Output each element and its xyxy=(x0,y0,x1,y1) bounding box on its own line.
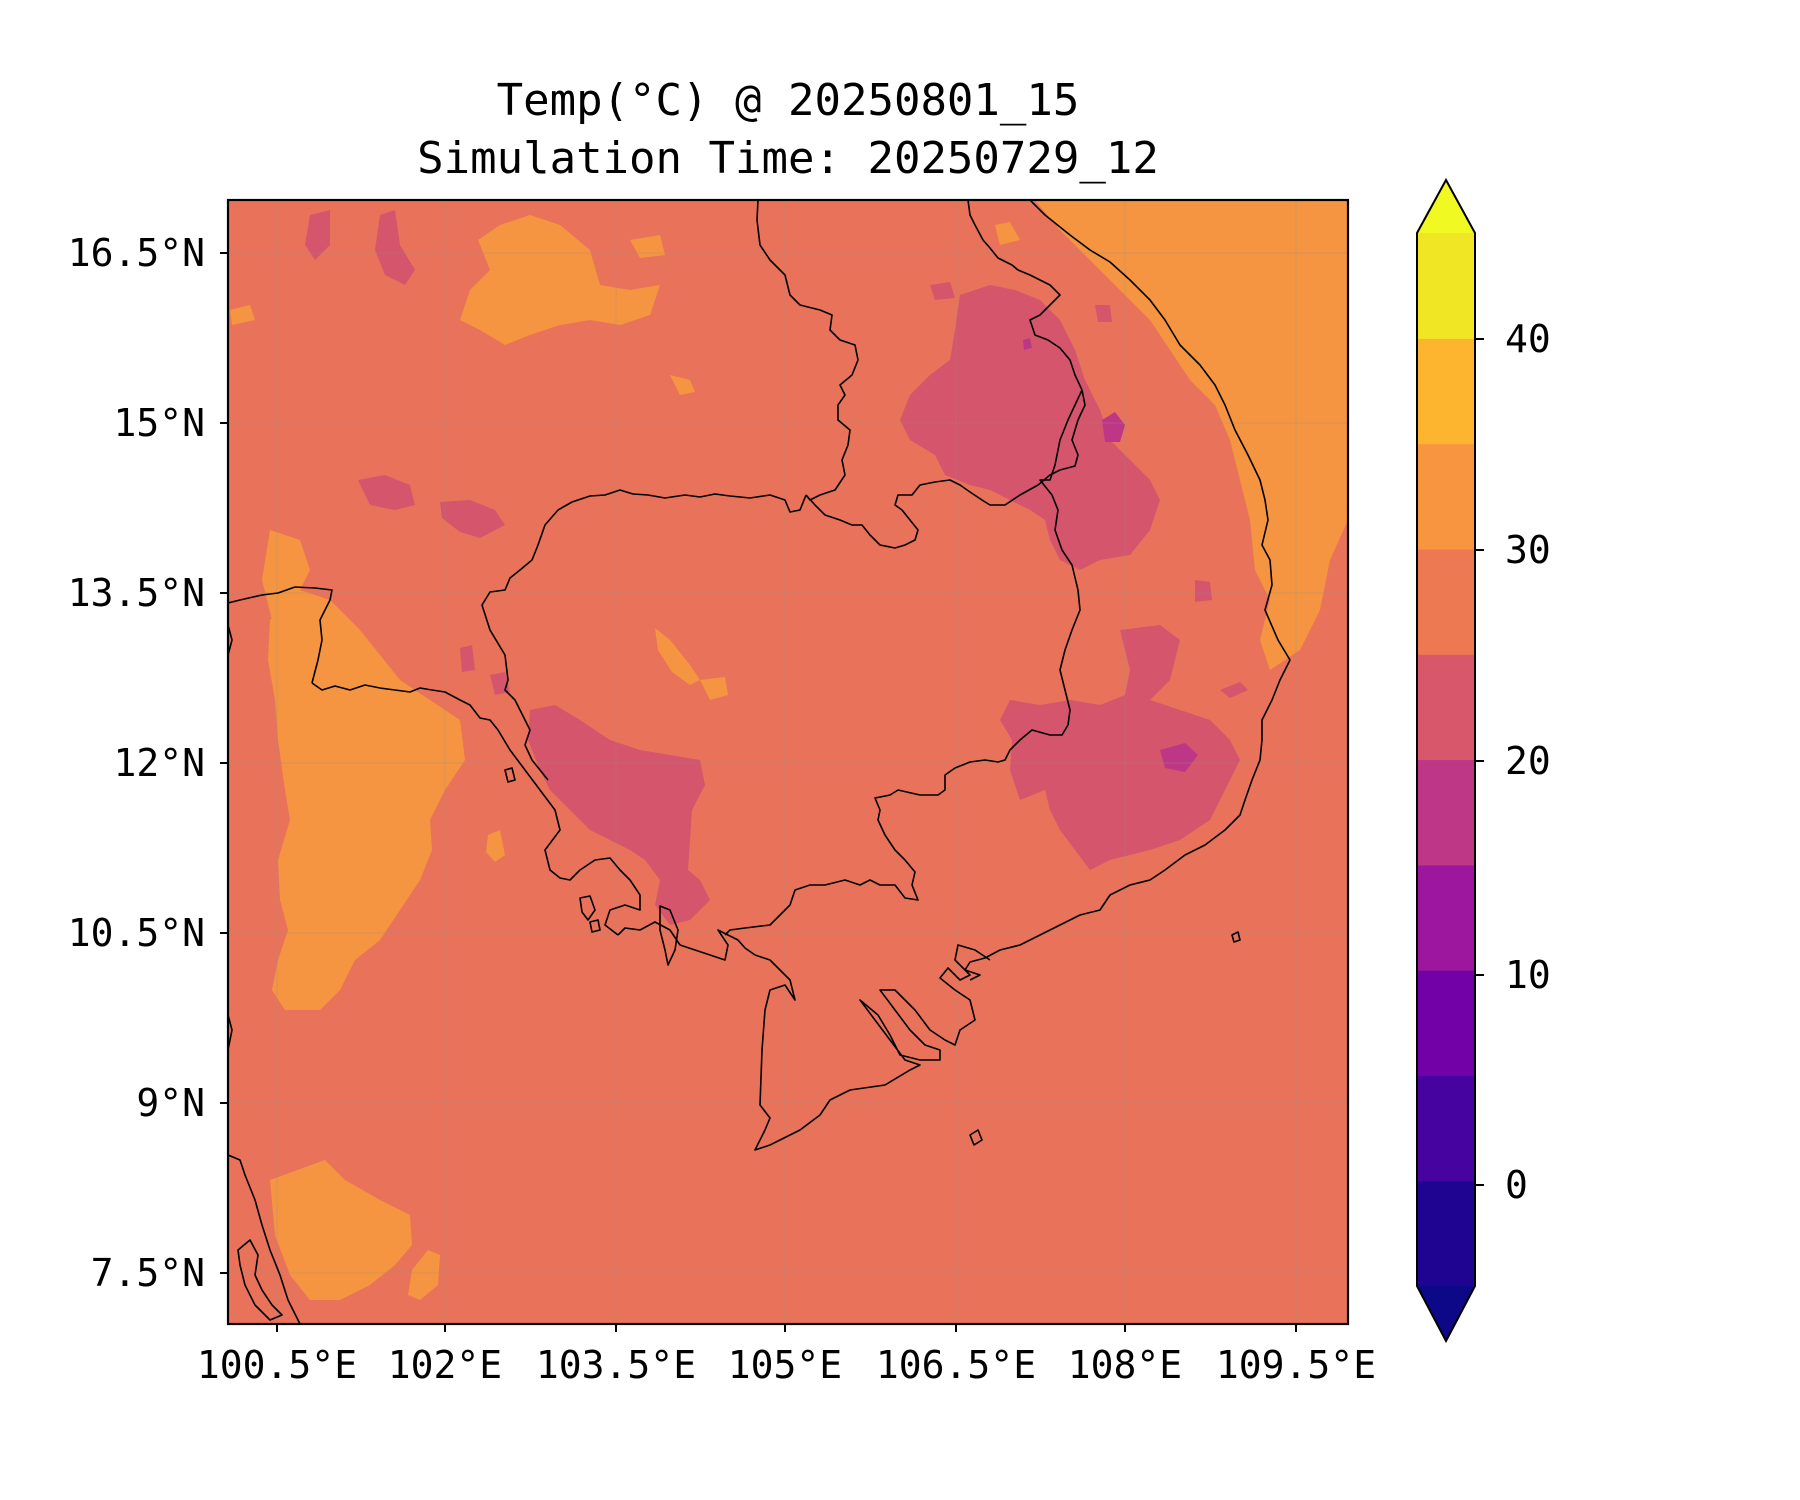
x-tick-label: 100.5°E xyxy=(197,1343,357,1387)
colorbar-tick-marks xyxy=(1475,338,1484,1186)
colorbar-segment xyxy=(1417,548,1475,655)
cool-area-spot-6 xyxy=(1095,305,1112,322)
colorbar-segment xyxy=(1417,338,1475,445)
warm-area-northwest xyxy=(460,215,660,345)
colorbar-segment xyxy=(1417,970,1475,1076)
colorbar-segment xyxy=(1417,443,1475,550)
colorbar-segments xyxy=(1417,233,1475,1287)
warm-area-gulf-island xyxy=(486,830,505,862)
cold-spot-small xyxy=(1023,338,1032,350)
cool-area-central-highlands-north xyxy=(900,285,1160,570)
warm-area-cambodia-spot xyxy=(700,677,728,700)
cold-spots-15-20 xyxy=(1023,338,1198,772)
y-axis-tick-labels: 16.5°N 15°N 13.5°N 12°N 10.5°N 9°N 7.5°N xyxy=(68,231,205,1295)
y-tick-label: 15°N xyxy=(113,401,205,445)
cool-area-spot-5 xyxy=(1220,682,1248,698)
y-tick-label: 9°N xyxy=(136,1081,205,1125)
y-tick-label: 16.5°N xyxy=(68,231,205,275)
colorbar-segment xyxy=(1417,1180,1475,1287)
cool-area-north-2 xyxy=(375,210,415,285)
warm-area-south-island xyxy=(408,1250,440,1300)
warm-area-northeast-spot xyxy=(995,222,1020,245)
cool-area-thai-2 xyxy=(440,500,505,538)
map-title-line1: Temp(°C) @ 20250801_15 xyxy=(496,75,1080,126)
colorbar-segment xyxy=(1417,864,1475,971)
y-tick-label: 13.5°N xyxy=(68,571,205,615)
warm-area-south-west xyxy=(270,1160,412,1300)
cold-spot-highlands-north xyxy=(1102,412,1125,442)
coastline-west-edge xyxy=(228,624,233,656)
warm-area-small-1 xyxy=(670,375,695,395)
border-cambodia-vietnam xyxy=(724,389,1083,936)
coastline-cambodia-thai xyxy=(311,682,641,936)
warm-area-coast-north xyxy=(262,530,310,620)
colorbar: 40 30 20 10 0 xyxy=(1416,177,1551,1344)
cool-areas-20-25 xyxy=(305,210,1248,925)
colorbar-outline xyxy=(1416,177,1476,1344)
axis-tick-marks xyxy=(220,252,1297,1332)
x-axis-tick-labels: 100.5°E 102°E 103.5°E 105°E 106.5°E 108°… xyxy=(197,1343,1376,1387)
cool-area-thai-1 xyxy=(358,475,415,510)
map-gridlines xyxy=(228,200,1348,1324)
coastline-mekong-delta xyxy=(617,921,991,1151)
warm-area-small-2 xyxy=(630,235,665,258)
cool-area-north-1 xyxy=(305,210,330,260)
border-laos-thai-north xyxy=(756,200,859,501)
warm-area-east-coast xyxy=(1035,200,1348,670)
colorbar-tick-label: 20 xyxy=(1505,739,1551,783)
coastline-vietnam-east xyxy=(964,200,1348,981)
colorbar-extend-under xyxy=(1417,1286,1475,1341)
border-laos-vietnam xyxy=(967,200,1083,391)
warm-area-gulf-west xyxy=(268,590,465,1010)
colorbar-tick-label: 40 xyxy=(1505,317,1551,361)
island-gulf-2 xyxy=(589,919,601,933)
y-tick-label: 10.5°N xyxy=(68,911,205,955)
colorbar-tick-label: 30 xyxy=(1505,528,1551,572)
x-tick-label: 102°E xyxy=(388,1343,502,1387)
coastline-peninsula-lower xyxy=(228,1154,301,1324)
colorbar-segment xyxy=(1417,759,1475,866)
map-title-line2: Simulation Time: 20250729_12 xyxy=(417,133,1159,184)
island-east-offshore xyxy=(1231,931,1241,943)
colorbar-segment xyxy=(1417,654,1475,761)
coastlines-and-borders xyxy=(228,200,1348,1324)
coastline-thai-north xyxy=(228,586,333,684)
island-gulf-3 xyxy=(504,767,516,783)
warm-areas-30-35 xyxy=(230,200,1348,1300)
temperature-field xyxy=(228,200,1348,1324)
colorbar-segment xyxy=(1417,1075,1475,1182)
warm-area-cambodia-center xyxy=(655,628,700,685)
x-tick-label: 109.5°E xyxy=(1216,1343,1376,1387)
coastline-peninsula-upper xyxy=(228,1014,233,1051)
cool-area-spot-3 xyxy=(930,282,955,300)
island-gulf-1 xyxy=(579,895,596,921)
border-cambodia-laos xyxy=(805,389,1086,549)
cool-area-central-highlands-south xyxy=(1000,625,1240,870)
cool-area-cardamom xyxy=(528,705,710,925)
warm-area-west-edge xyxy=(230,305,255,325)
colorbar-tick-label: 10 xyxy=(1505,953,1551,997)
x-tick-label: 106.5°E xyxy=(876,1343,1036,1387)
cool-area-spot-1 xyxy=(460,645,475,672)
y-tick-label: 7.5°N xyxy=(91,1251,205,1295)
border-cambodia-thai xyxy=(481,489,807,781)
y-tick-label: 12°N xyxy=(113,741,205,785)
colorbar-segment xyxy=(1417,233,1475,339)
x-tick-label: 103.5°E xyxy=(536,1343,696,1387)
island-peninsula xyxy=(237,1239,283,1321)
island-phu-quoc xyxy=(659,905,679,966)
colorbar-tick-label: 0 xyxy=(1505,1163,1528,1207)
colorbar-extend-over xyxy=(1417,180,1475,233)
cold-spot-highlands-south xyxy=(1160,743,1198,772)
x-tick-label: 105°E xyxy=(728,1343,842,1387)
x-tick-label: 108°E xyxy=(1068,1343,1182,1387)
island-con-dao xyxy=(969,1129,983,1146)
cool-area-spot-4 xyxy=(1195,580,1212,602)
